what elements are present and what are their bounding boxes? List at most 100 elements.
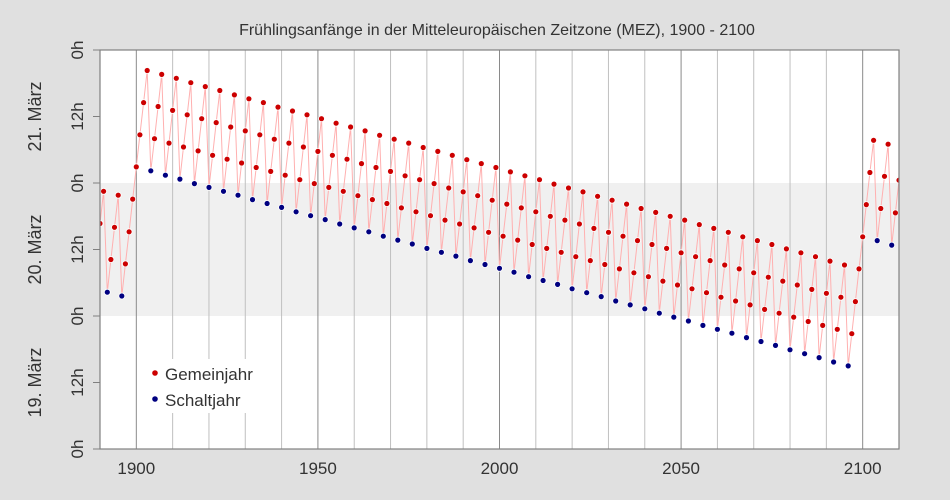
point-schaltjahr-2024 <box>583 289 591 297</box>
point-gemeinjahr-1929 <box>238 159 246 167</box>
point-gemeinjahr-2034 <box>619 232 627 240</box>
point-gemeinjahr-2055 <box>695 221 703 229</box>
point-gemeinjahr-2074 <box>764 273 772 281</box>
point-gemeinjahr-1895 <box>114 191 122 199</box>
point-gemeinjahr-1978 <box>416 176 424 184</box>
point-gemeinjahr-2066 <box>735 265 743 273</box>
point-gemeinjahr-2102 <box>866 169 874 176</box>
point-schaltjahr-1944 <box>292 208 300 216</box>
point-gemeinjahr-2107 <box>884 140 892 148</box>
point-schaltjahr-1940 <box>278 203 286 211</box>
point-gemeinjahr-2013 <box>543 244 551 252</box>
point-gemeinjahr-1947 <box>303 111 311 119</box>
point-gemeinjahr-2109 <box>892 209 899 217</box>
point-gemeinjahr-1930 <box>241 127 249 135</box>
point-gemeinjahr-1934 <box>256 131 264 139</box>
point-schaltjahr-1904 <box>147 167 155 175</box>
point-gemeinjahr-1893 <box>107 256 115 263</box>
point-gemeinjahr-1911 <box>172 74 180 82</box>
point-gemeinjahr-2063 <box>724 228 732 236</box>
legend-background <box>145 359 267 413</box>
point-gemeinjahr-2026 <box>590 224 598 232</box>
point-schaltjahr-2052 <box>685 317 692 325</box>
point-schaltjahr-2012 <box>539 277 547 284</box>
point-gemeinjahr-1891 <box>100 187 107 195</box>
point-gemeinjahr-1953 <box>325 183 333 191</box>
point-schaltjahr-2040 <box>641 305 649 313</box>
y-tick-label: 12h <box>68 102 87 130</box>
point-schaltjahr-1924 <box>220 187 227 195</box>
point-gemeinjahr-2095 <box>841 261 848 269</box>
point-schaltjahr-2000 <box>496 264 503 272</box>
y-tick-label: 12h <box>68 368 87 396</box>
point-gemeinjahr-2033 <box>616 265 623 273</box>
point-gemeinjahr-1922 <box>212 119 220 126</box>
point-gemeinjahr-1981 <box>427 212 434 220</box>
point-gemeinjahr-2065 <box>732 297 739 305</box>
point-gemeinjahr-1983 <box>434 147 442 155</box>
point-gemeinjahr-1890 <box>100 220 104 227</box>
point-gemeinjahr-2098 <box>852 298 859 306</box>
point-gemeinjahr-2097 <box>848 330 856 338</box>
point-gemeinjahr-1994 <box>474 192 482 200</box>
point-gemeinjahr-1977 <box>412 208 420 216</box>
point-gemeinjahr-1959 <box>347 123 355 131</box>
point-schaltjahr-1920 <box>205 183 213 191</box>
point-gemeinjahr-1966 <box>372 164 380 171</box>
point-gemeinjahr-1986 <box>445 184 453 192</box>
point-gemeinjahr-1914 <box>183 111 191 119</box>
point-gemeinjahr-2081 <box>790 313 798 321</box>
point-gemeinjahr-2099 <box>855 265 863 273</box>
legend: Gemeinjahr Schaltjahr <box>145 359 267 413</box>
point-gemeinjahr-1963 <box>361 127 369 135</box>
point-gemeinjahr-1935 <box>259 99 267 106</box>
legend-marker-schaltjahr <box>152 396 158 402</box>
point-gemeinjahr-1979 <box>419 144 427 151</box>
point-gemeinjahr-1997 <box>485 228 493 236</box>
point-schaltjahr-1960 <box>350 224 358 232</box>
point-gemeinjahr-1987 <box>448 151 456 159</box>
point-gemeinjahr-1970 <box>387 167 394 175</box>
point-gemeinjahr-1954 <box>328 151 336 159</box>
point-gemeinjahr-2046 <box>663 244 670 252</box>
point-schaltjahr-2028 <box>597 293 605 301</box>
point-schaltjahr-2048 <box>670 313 678 321</box>
y-tick-label: 0h <box>68 41 87 60</box>
point-gemeinjahr-2045 <box>659 277 667 285</box>
point-gemeinjahr-1998 <box>488 196 496 204</box>
y-tick-label: 0h <box>68 307 87 326</box>
point-gemeinjahr-1913 <box>180 143 187 151</box>
point-gemeinjahr-2094 <box>837 293 845 301</box>
point-gemeinjahr-2019 <box>565 184 572 192</box>
point-gemeinjahr-2086 <box>808 285 816 293</box>
point-gemeinjahr-2011 <box>536 176 543 184</box>
point-gemeinjahr-2087 <box>812 253 819 261</box>
point-gemeinjahr-2069 <box>746 301 754 309</box>
point-gemeinjahr-1902 <box>140 99 148 106</box>
point-gemeinjahr-2031 <box>608 196 616 204</box>
point-gemeinjahr-1958 <box>343 155 351 163</box>
y-tick-label: 0h <box>68 174 87 193</box>
point-gemeinjahr-1955 <box>332 119 340 127</box>
point-gemeinjahr-1950 <box>314 147 322 155</box>
y-axis: 0h 12h 0h 12h 0h 12h 0h 19. März 20. März 21. Mär… <box>25 41 100 458</box>
point-gemeinjahr-2018 <box>561 216 569 224</box>
point-gemeinjahr-2003 <box>506 168 514 176</box>
point-gemeinjahr-2041 <box>645 273 652 281</box>
point-gemeinjahr-1900 <box>132 163 140 171</box>
legend-marker-gemeinjahr <box>152 370 158 376</box>
point-gemeinjahr-1941 <box>281 171 289 179</box>
point-schaltjahr-1956 <box>336 220 344 228</box>
point-schaltjahr-1932 <box>249 196 256 204</box>
point-gemeinjahr-1925 <box>223 155 231 163</box>
point-gemeinjahr-1931 <box>245 95 253 103</box>
point-gemeinjahr-1938 <box>270 135 278 143</box>
point-gemeinjahr-1962 <box>358 160 365 168</box>
point-gemeinjahr-1993 <box>470 224 478 232</box>
point-schaltjahr-1892 <box>103 288 111 296</box>
point-gemeinjahr-1926 <box>227 123 235 131</box>
point-gemeinjahr-2100 <box>859 233 867 241</box>
point-gemeinjahr-2077 <box>775 309 783 317</box>
point-gemeinjahr-1942 <box>285 139 293 147</box>
point-gemeinjahr-2014 <box>546 212 554 220</box>
